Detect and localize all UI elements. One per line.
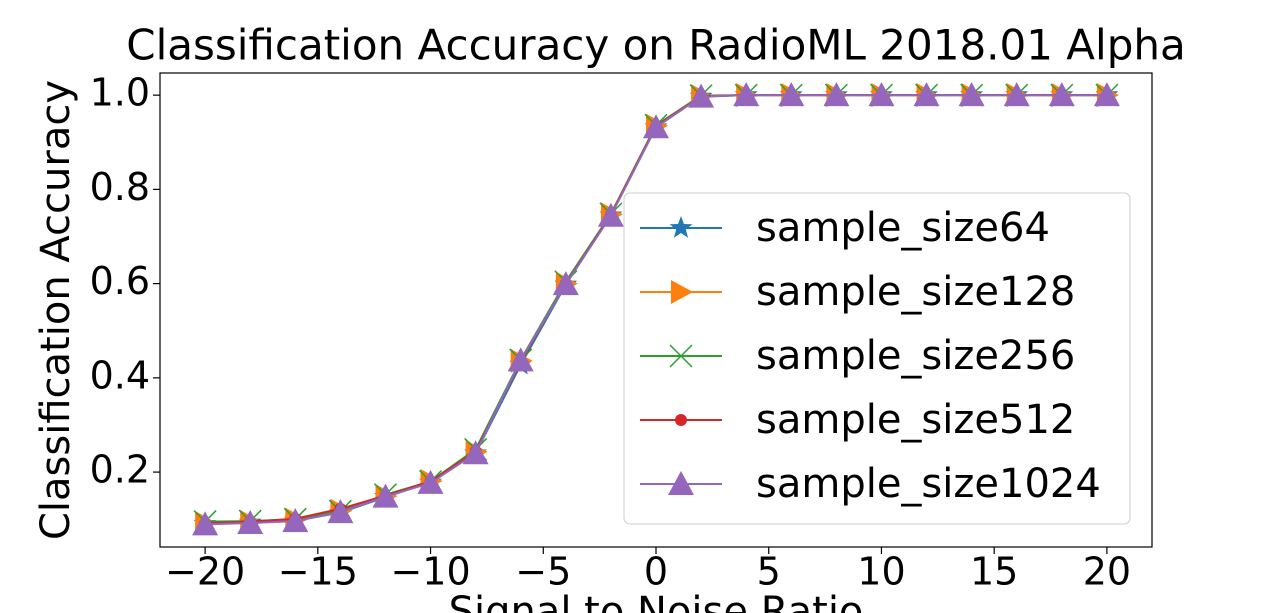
x-tick-label: 20 <box>1083 550 1131 594</box>
legend-label: sample_size256 <box>756 333 1075 379</box>
marker <box>778 82 805 107</box>
legend-label: sample_size512 <box>756 397 1075 443</box>
x-axis-label: Signal to Noise Ratio <box>449 589 864 613</box>
legend-label: sample_size128 <box>756 269 1075 315</box>
marker <box>1003 82 1030 107</box>
marker <box>327 499 354 524</box>
marker <box>958 82 985 107</box>
legend-marker <box>669 344 693 368</box>
legend-label: sample_size1024 <box>756 461 1101 507</box>
x-tick-label: 15 <box>970 550 1018 594</box>
legend-marker <box>675 414 687 426</box>
marker <box>237 510 264 534</box>
marker <box>1048 82 1075 107</box>
x-tick-label: −5 <box>515 550 571 594</box>
marker <box>597 202 624 227</box>
marker <box>823 82 850 107</box>
legend-marker <box>669 216 693 238</box>
marker <box>1093 82 1120 107</box>
marker <box>282 508 309 533</box>
x-tick-label: 10 <box>857 550 905 594</box>
marker <box>507 347 534 372</box>
y-tick-label: 0.6 <box>90 259 150 303</box>
marker <box>733 82 760 107</box>
legend-box <box>623 192 1131 525</box>
marker <box>192 511 219 536</box>
marker <box>417 469 444 494</box>
x-tick-label: 0 <box>644 550 668 594</box>
marker <box>688 83 715 108</box>
marker <box>643 114 669 139</box>
y-tick-label: 0.8 <box>90 165 150 209</box>
x-tick-label: −20 <box>165 550 245 594</box>
y-tick-label: 0.2 <box>90 448 150 492</box>
x-tick-label: −10 <box>390 550 470 594</box>
legend-marker <box>671 280 693 304</box>
legend: sample_size64 sample_size128 sample_size25… <box>623 192 1131 525</box>
legend-label: sample_size64 <box>756 205 1050 251</box>
marker <box>913 82 940 107</box>
marker <box>552 271 579 296</box>
y-axis-label: Classification Accuracy <box>33 80 79 540</box>
marker <box>462 440 489 465</box>
x-tick-label: 5 <box>757 550 781 594</box>
x-tick-label: −15 <box>278 550 358 594</box>
y-tick-label: 0.4 <box>90 353 150 397</box>
chart-title: Classification Accuracy on RadioML 2018.… <box>126 21 1185 70</box>
y-tick-label: 1.0 <box>90 71 150 115</box>
marker <box>868 82 895 107</box>
marker <box>372 483 399 508</box>
legend-marker <box>668 471 694 495</box>
